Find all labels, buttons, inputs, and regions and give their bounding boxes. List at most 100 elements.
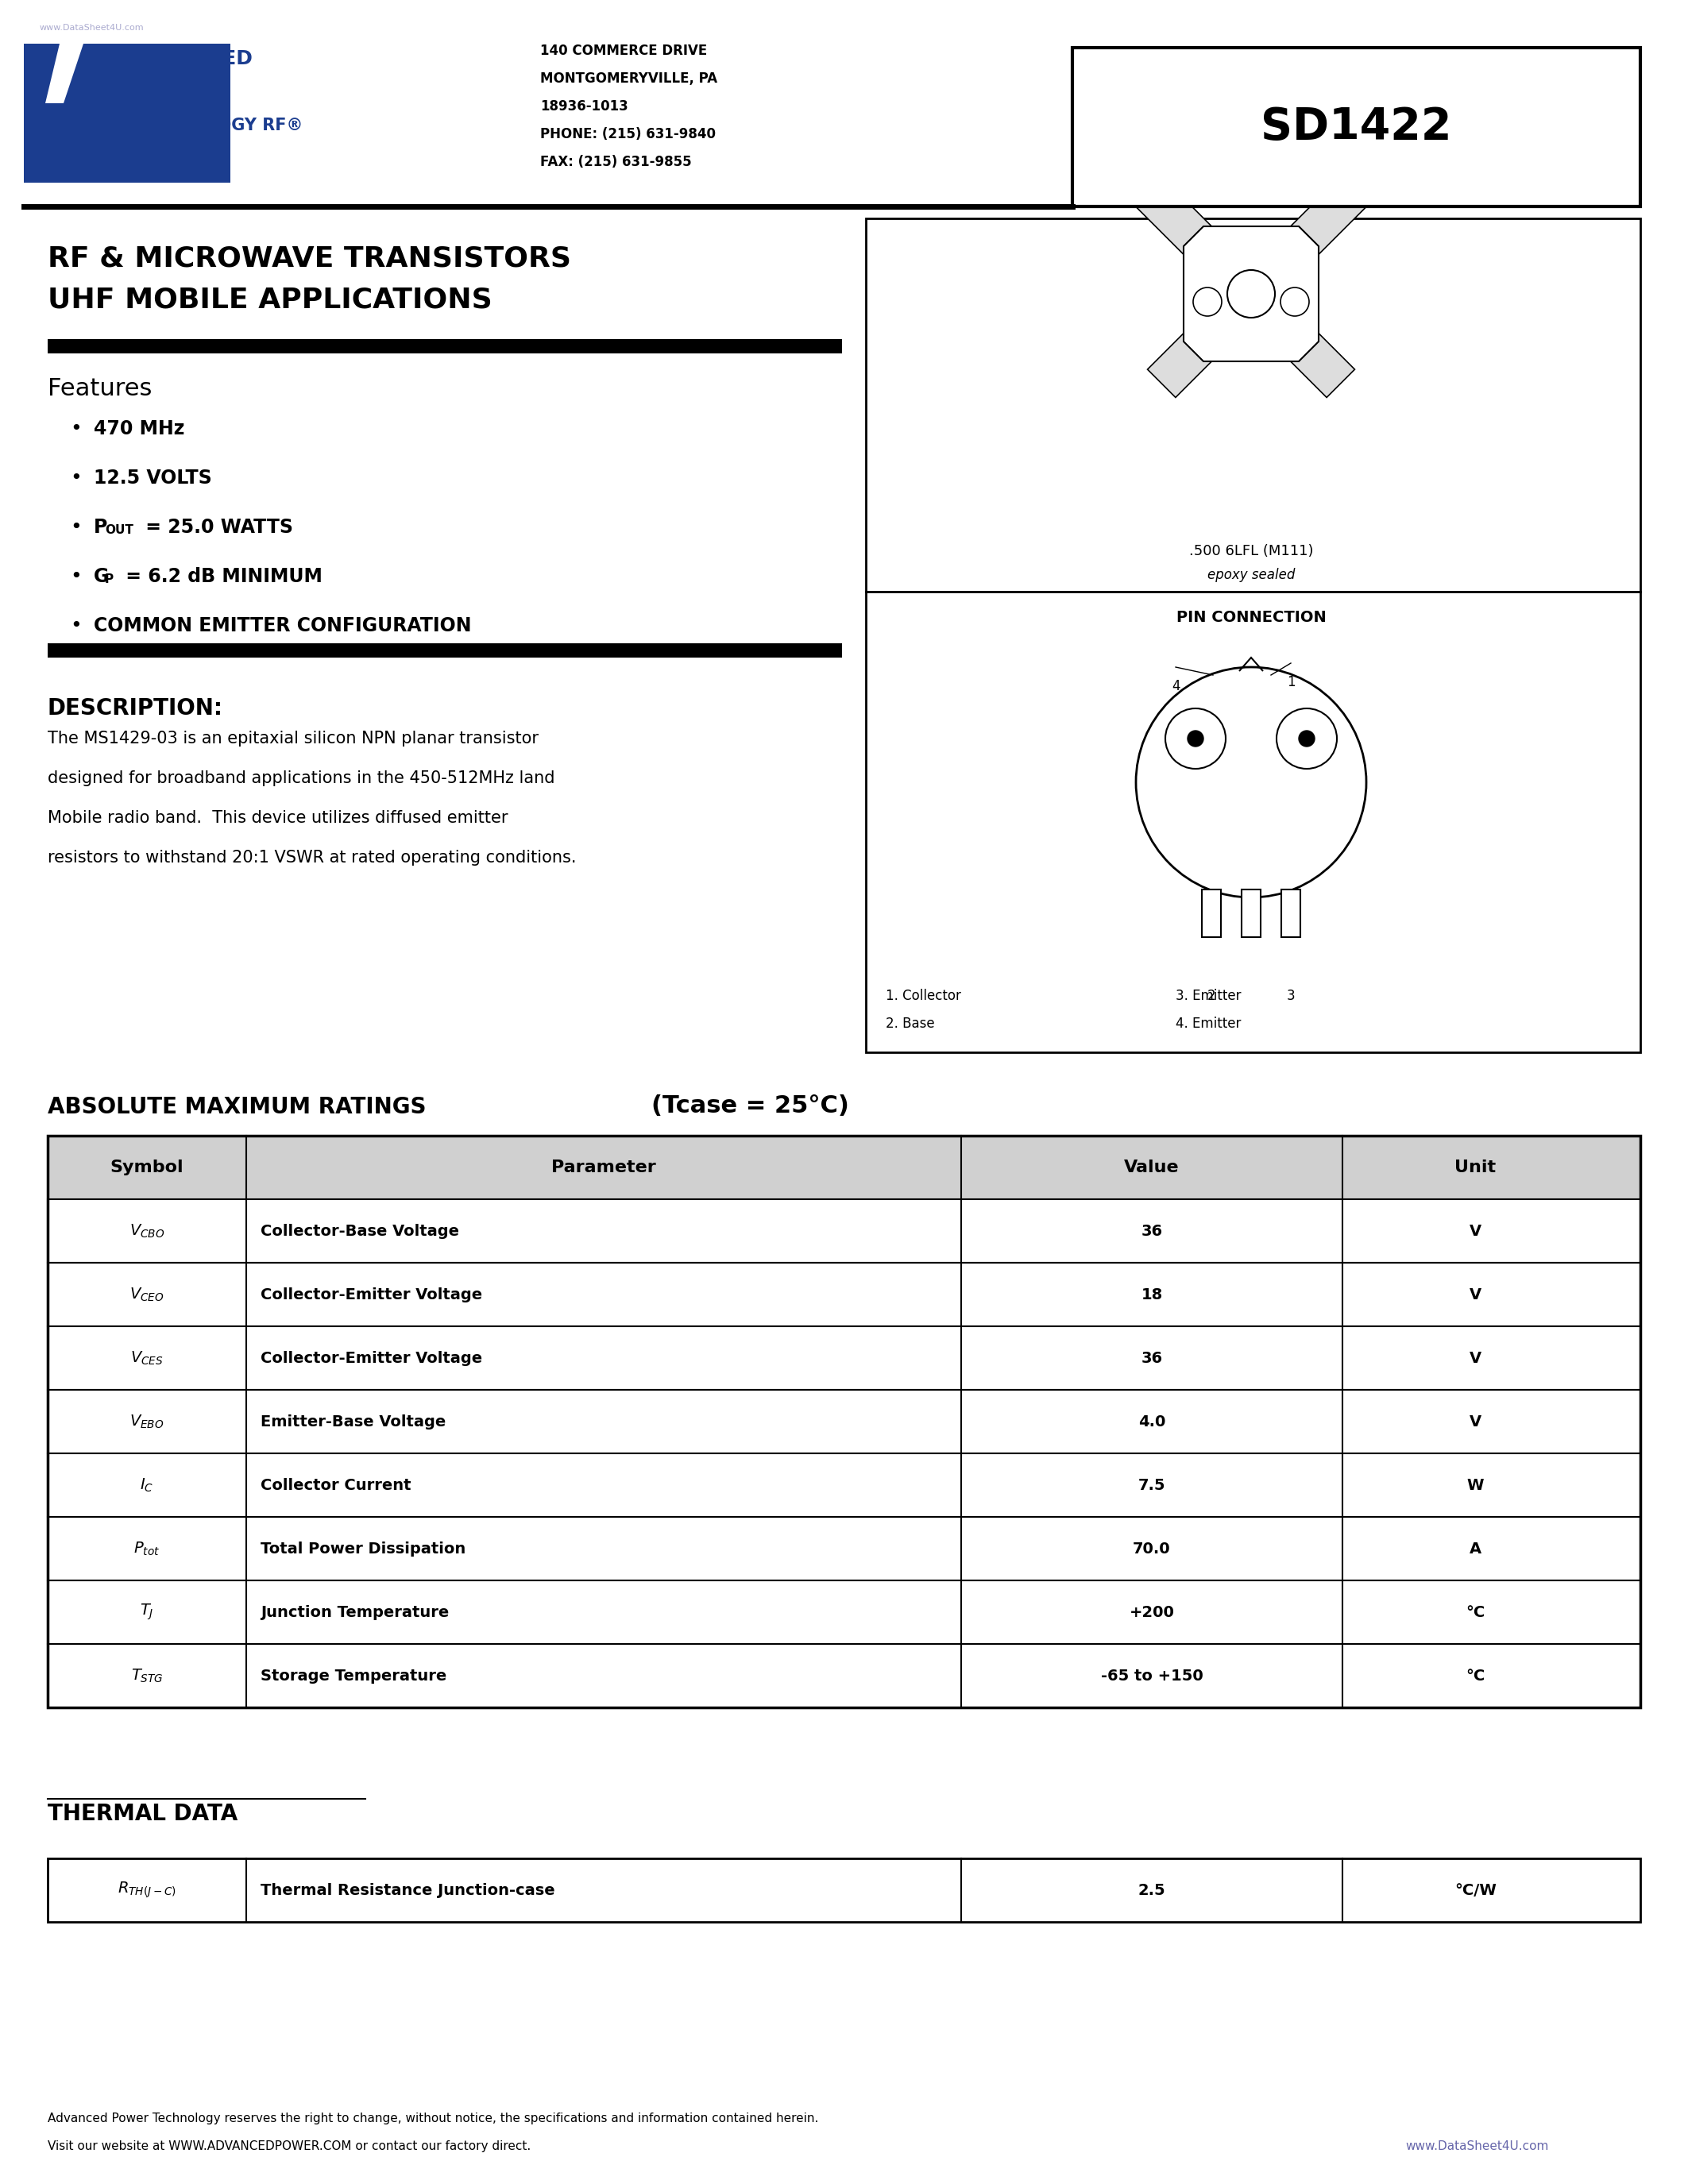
Text: Emitter-Base Voltage: Emitter-Base Voltage [260,1413,446,1428]
Circle shape [1227,271,1274,317]
Text: 36: 36 [1141,1350,1163,1365]
Text: 3: 3 [1286,989,1295,1002]
Text: Collector Current: Collector Current [260,1479,412,1492]
Text: UHF MOBILE APPLICATIONS: UHF MOBILE APPLICATIONS [47,286,493,312]
Circle shape [1136,666,1366,898]
Text: V: V [1470,1413,1482,1428]
Polygon shape [24,44,123,181]
Text: www.DataSheet4U.com: www.DataSheet4U.com [1406,2140,1550,2151]
Text: www.DataSheet4U.com: www.DataSheet4U.com [41,24,143,33]
Text: •: • [69,616,81,636]
Text: ADVANCED: ADVANCED [132,50,253,68]
Text: 2: 2 [1207,989,1215,1002]
Text: PIN CONNECTION: PIN CONNECTION [1177,609,1327,625]
Text: $I_C$: $I_C$ [140,1476,154,1494]
Text: Visit our website at WWW.ADVANCEDPOWER.COM or contact our factory direct.: Visit our website at WWW.ADVANCEDPOWER.C… [47,2140,530,2151]
Text: THERMAL DATA: THERMAL DATA [47,1802,238,1826]
Bar [1202,889,1220,937]
Polygon shape [1148,312,1232,397]
Text: 1: 1 [1286,675,1295,690]
Text: Value: Value [1124,1160,1180,1175]
Bar [47,1389,1641,1452]
Text: °C/W: °C/W [1455,1883,1497,1898]
Text: Collector-Emitter Voltage: Collector-Emitter Voltage [260,1350,483,1365]
Text: RF & MICROWAVE TRANSISTORS: RF & MICROWAVE TRANSISTORS [47,245,571,271]
Text: $P_{tot}$: $P_{tot}$ [133,1540,160,1557]
Polygon shape [1271,168,1377,275]
Text: P: P [105,574,113,585]
Text: Advanced Power Technology reserves the right to change, without notice, the spec: Advanced Power Technology reserves the r… [47,2112,819,2125]
Text: = 6.2 dB MINIMUM: = 6.2 dB MINIMUM [120,568,322,585]
Text: Unit: Unit [1455,1160,1496,1175]
Text: POWER: POWER [132,83,213,103]
Text: TECHNOLOGY RF®: TECHNOLOGY RF® [132,118,302,133]
Text: 470 MHz: 470 MHz [95,419,184,439]
Text: 4: 4 [1171,679,1180,692]
Text: 12.5 VOLTS: 12.5 VOLTS [95,470,213,487]
Text: Mobile radio band.  This device utilizes diffused emitter: Mobile radio band. This device utilizes … [47,810,508,826]
Text: resistors to withstand 20:1 VSWR at rated operating conditions.: resistors to withstand 20:1 VSWR at rate… [47,850,576,865]
Text: $V_{EBO}$: $V_{EBO}$ [130,1413,164,1431]
Text: V: V [1470,1350,1482,1365]
Circle shape [1298,732,1315,747]
Polygon shape [1124,168,1232,275]
Text: -65 to +150: -65 to +150 [1101,1669,1204,1684]
Text: epoxy sealed: epoxy sealed [1207,568,1295,583]
Text: = 25.0 WATTS: = 25.0 WATTS [138,518,294,537]
Polygon shape [46,44,83,103]
Text: •: • [69,568,81,585]
Text: OUT: OUT [105,524,133,535]
Text: P: P [95,518,108,537]
Bar [47,1452,1641,1518]
Text: Parameter: Parameter [552,1160,657,1175]
Text: The MS1429-03 is an epitaxial silicon NPN planar transistor: The MS1429-03 is an epitaxial silicon NP… [47,732,538,747]
Text: 18936-1013: 18936-1013 [540,98,628,114]
Text: Features: Features [47,378,152,400]
Bar [47,1581,1641,1645]
Text: 18: 18 [1141,1286,1163,1302]
Text: $V_{CES}$: $V_{CES}$ [130,1350,164,1367]
Text: $V_{CBO}$: $V_{CBO}$ [130,1223,165,1241]
Text: Symbol: Symbol [110,1160,184,1175]
Text: (Tcase = 25°C): (Tcase = 25°C) [652,1094,849,1118]
Text: 3. Emitter: 3. Emitter [1175,989,1241,1002]
Bar [1281,889,1300,937]
Text: DESCRIPTION:: DESCRIPTION: [47,697,223,719]
Bar [47,1859,1641,1922]
Bar [47,1136,1641,1708]
Polygon shape [1271,312,1355,397]
Text: COMMON EMITTER CONFIGURATION: COMMON EMITTER CONFIGURATION [95,616,471,636]
Text: Junction Temperature: Junction Temperature [260,1605,449,1621]
Bar [47,1262,1641,1326]
Text: $R_{TH(J-C)}$: $R_{TH(J-C)}$ [118,1880,176,1900]
Text: SD1422: SD1422 [1261,105,1452,149]
Text: MONTGOMERYVILLE, PA: MONTGOMERYVILLE, PA [540,72,717,85]
Text: V: V [1470,1223,1482,1238]
Text: Thermal Resistance Junction-case: Thermal Resistance Junction-case [260,1883,555,1898]
Circle shape [1193,288,1222,317]
Text: Collector-Base Voltage: Collector-Base Voltage [260,1223,459,1238]
Text: Collector-Emitter Voltage: Collector-Emitter Voltage [260,1286,483,1302]
Text: Total Power Dissipation: Total Power Dissipation [260,1542,466,1557]
Text: 140 COMMERCE DRIVE: 140 COMMERCE DRIVE [540,44,707,59]
Text: W: W [1467,1479,1484,1492]
Text: 1. Collector: 1. Collector [886,989,960,1002]
Bar [47,1326,1641,1389]
Text: +200: +200 [1129,1605,1175,1621]
Bar [47,1645,1641,1708]
Text: .500 6LFL (M111): .500 6LFL (M111) [1188,544,1313,559]
Text: FAX: (215) 631-9855: FAX: (215) 631-9855 [540,155,692,168]
Text: PHONE: (215) 631-9840: PHONE: (215) 631-9840 [540,127,716,142]
Text: designed for broadband applications in the 450-512MHz land: designed for broadband applications in t… [47,771,555,786]
Text: °C: °C [1465,1669,1485,1684]
Text: $T_{STG}$: $T_{STG}$ [130,1666,164,1684]
Text: •: • [69,470,81,487]
Circle shape [1165,708,1225,769]
Bar [47,1199,1641,1262]
Bar [47,1518,1641,1581]
Bar [47,644,842,657]
Bar [47,1136,1641,1199]
Bar [1072,48,1641,207]
Text: A: A [1470,1542,1482,1557]
Text: $V_{CEO}$: $V_{CEO}$ [130,1286,164,1304]
